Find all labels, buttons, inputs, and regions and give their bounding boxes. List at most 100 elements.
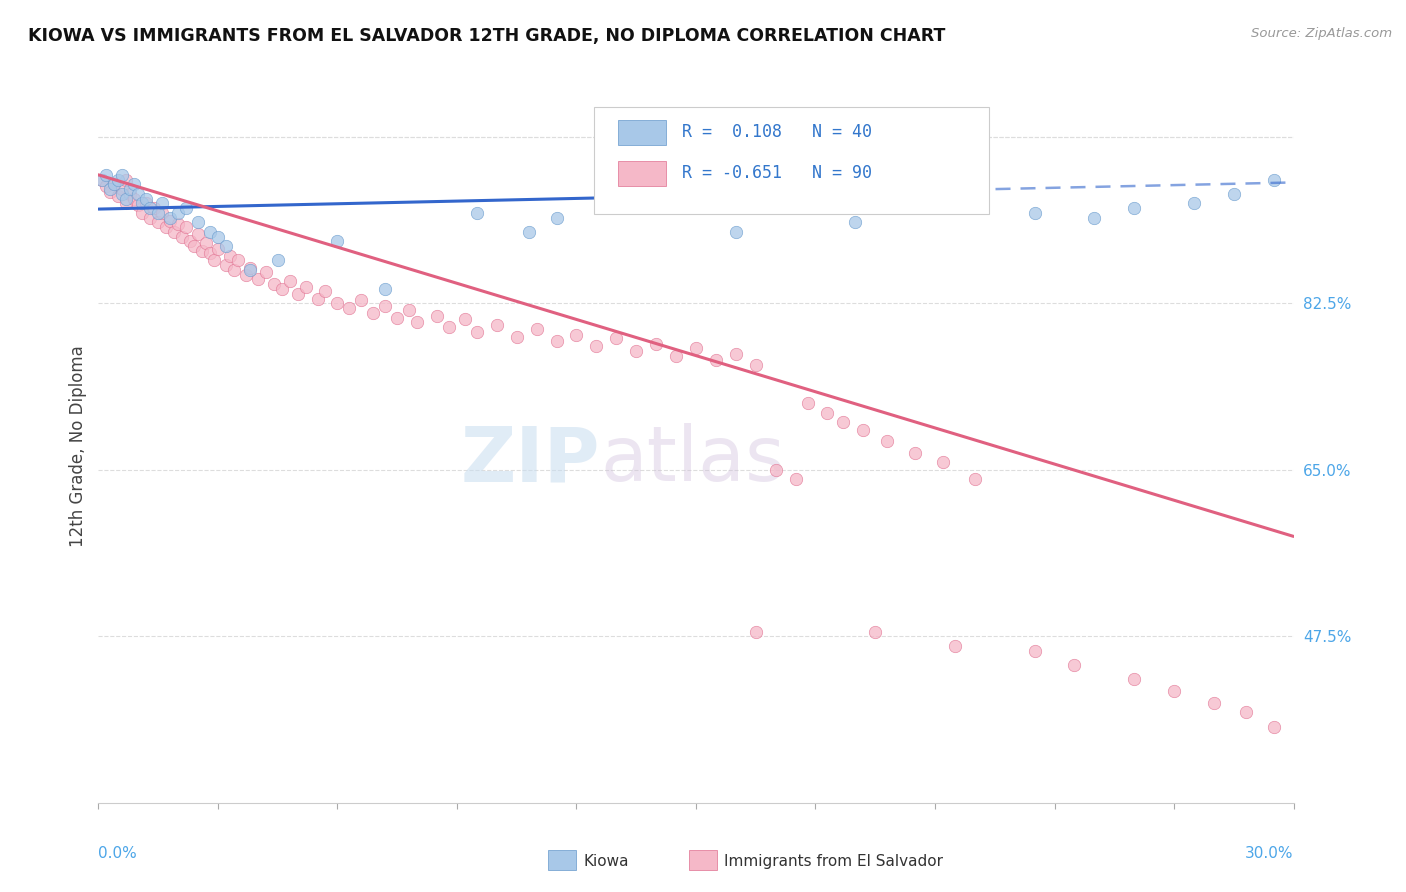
Point: [307, 292, 329, 306]
Point: [172, 229, 194, 244]
Bar: [619, 120, 666, 145]
Point: [665, 349, 688, 363]
Point: [294, 280, 316, 294]
Point: [832, 415, 855, 429]
Point: [526, 322, 548, 336]
Point: [815, 406, 838, 420]
Point: [120, 182, 142, 196]
Point: [222, 263, 245, 277]
Point: [363, 306, 385, 320]
Point: [374, 299, 396, 313]
Point: [454, 312, 477, 326]
Point: [111, 186, 134, 201]
Point: [163, 225, 186, 239]
Point: [183, 239, 205, 253]
Point: [546, 211, 568, 225]
Point: [155, 220, 177, 235]
Point: [904, 445, 927, 459]
Point: [198, 245, 221, 260]
Point: [167, 206, 190, 220]
Point: [278, 274, 301, 288]
Point: [924, 196, 946, 211]
Point: [148, 206, 170, 220]
Point: [191, 244, 214, 258]
Point: [135, 196, 157, 211]
Point: [785, 472, 807, 486]
Point: [267, 253, 290, 268]
Point: [120, 186, 142, 201]
Point: [645, 196, 668, 211]
Point: [565, 327, 588, 342]
Y-axis label: 12th Grade, No Diploma: 12th Grade, No Diploma: [69, 345, 87, 547]
Point: [139, 201, 162, 215]
Point: [131, 196, 153, 211]
Point: [1182, 196, 1205, 211]
Point: [107, 172, 129, 186]
Point: [202, 253, 225, 268]
Point: [326, 235, 349, 249]
Point: [139, 211, 162, 225]
Point: [187, 215, 209, 229]
Text: Source: ZipAtlas.com: Source: ZipAtlas.com: [1251, 27, 1392, 40]
Point: [437, 320, 460, 334]
Point: [96, 168, 118, 182]
Point: [585, 339, 607, 353]
Point: [215, 258, 238, 272]
Point: [1024, 643, 1046, 657]
Point: [605, 331, 627, 345]
Point: [932, 455, 955, 469]
Point: [127, 198, 149, 212]
Point: [1083, 211, 1105, 225]
Point: [150, 196, 173, 211]
Point: [187, 227, 209, 241]
Point: [270, 282, 292, 296]
Point: [1263, 720, 1285, 734]
Point: [724, 347, 747, 361]
Point: [239, 261, 262, 276]
Text: KIOWA VS IMMIGRANTS FROM EL SALVADOR 12TH GRADE, NO DIPLOMA CORRELATION CHART: KIOWA VS IMMIGRANTS FROM EL SALVADOR 12T…: [28, 27, 945, 45]
Point: [385, 310, 409, 325]
Point: [765, 463, 787, 477]
FancyBboxPatch shape: [595, 107, 988, 214]
Point: [111, 168, 134, 182]
Point: [143, 201, 166, 215]
Point: [287, 286, 309, 301]
Point: [127, 186, 149, 201]
Point: [1123, 672, 1146, 686]
Point: [111, 182, 134, 196]
Point: [135, 192, 157, 206]
Point: [226, 253, 249, 268]
Point: [215, 239, 238, 253]
Point: [1063, 657, 1085, 672]
Point: [254, 265, 277, 279]
Point: [506, 329, 529, 343]
Point: [198, 225, 221, 239]
Point: [326, 296, 349, 310]
Point: [626, 343, 648, 358]
Point: [350, 293, 373, 308]
Text: ZIP: ZIP: [461, 424, 600, 497]
Point: [167, 217, 190, 231]
Point: [1024, 206, 1046, 220]
Point: [103, 178, 125, 192]
Point: [1123, 201, 1146, 215]
Text: atlas: atlas: [600, 424, 785, 497]
Point: [91, 172, 114, 186]
Point: [374, 282, 396, 296]
Point: [852, 423, 875, 437]
Point: [159, 211, 181, 225]
Point: [517, 225, 540, 239]
Point: [207, 242, 229, 256]
Point: [115, 196, 138, 211]
Point: [174, 220, 197, 235]
Point: [115, 192, 138, 206]
Point: [426, 309, 449, 323]
Text: Kiowa: Kiowa: [583, 855, 628, 869]
Point: [179, 235, 201, 249]
Point: [235, 268, 257, 282]
Point: [124, 192, 146, 206]
Text: 0.0%: 0.0%: [98, 846, 138, 861]
Text: Immigrants from El Salvador: Immigrants from El Salvador: [724, 855, 943, 869]
Text: 30.0%: 30.0%: [1246, 846, 1294, 861]
Point: [263, 277, 285, 292]
